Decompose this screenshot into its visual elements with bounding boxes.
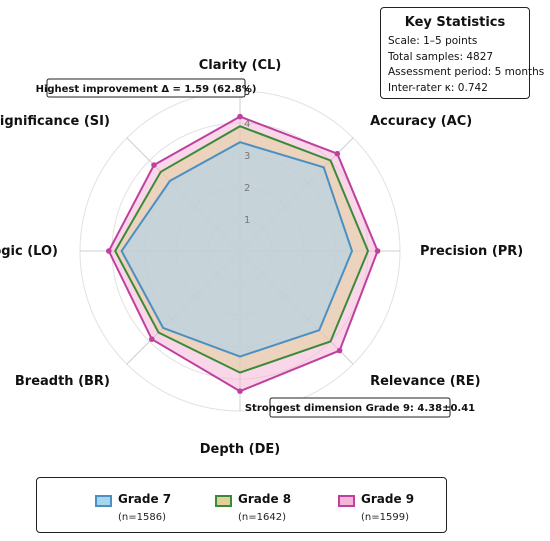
point-grade9 xyxy=(336,347,343,354)
annotation-strongest: Strongest dimension Grade 9: 4.38±0.41 xyxy=(245,397,475,418)
legend-label-grade7: Grade 7 xyxy=(118,492,172,506)
annotation-improvement-text: Highest improvement Δ = 1.59 (62.8%) xyxy=(36,84,257,95)
stat-assessment-period: Assessment period: 5 months xyxy=(388,66,545,78)
key-statistics-box: Key Statistics Scale: 1–5 points Total s… xyxy=(380,7,545,99)
axis-label: Precision (PR) xyxy=(420,244,523,259)
axis-label: Accuracy (AC) xyxy=(370,114,472,129)
legend-label-grade8: Grade 8 xyxy=(238,492,292,506)
axis-label: Depth (DE) xyxy=(200,442,280,457)
axis-label: Relevance (RE) xyxy=(370,374,480,389)
legend-swatch-grade9 xyxy=(338,495,355,507)
axis-labels: Clarity (CL) Accuracy (AC) Precision (PR) R… xyxy=(0,58,523,457)
stat-total-samples: Total samples: 4827 xyxy=(388,50,494,63)
legend-swatch-grade8 xyxy=(215,495,232,507)
point-grade9 xyxy=(237,113,243,120)
point-grade9 xyxy=(106,248,112,254)
legend-n-grade8: (n=1642) xyxy=(238,512,286,523)
annotation-improvement: Highest improvement Δ = 1.59 (62.8%) xyxy=(36,78,257,98)
key-statistics-title: Key Statistics xyxy=(404,15,506,30)
annotation-strongest-text: Strongest dimension Grade 9: 4.38±0.41 xyxy=(245,403,475,414)
radial-tick-label: 3 xyxy=(244,151,250,162)
point-grade9 xyxy=(237,388,243,395)
axis-label: Logic (LO) xyxy=(0,244,58,259)
stat-inter-rater: Inter-rater κ: 0.742 xyxy=(388,81,488,94)
axis-label: Breadth (BR) xyxy=(15,374,110,389)
radial-ticks: 1 2 3 4 5 xyxy=(244,87,250,226)
series-area-grade7 xyxy=(120,141,354,358)
radar-series xyxy=(106,113,381,395)
radial-tick-label: 2 xyxy=(244,183,250,194)
radial-tick-label: 1 xyxy=(244,215,250,226)
legend-swatch-grade7 xyxy=(95,495,112,507)
point-grade9 xyxy=(374,248,381,254)
point-grade9 xyxy=(334,150,341,157)
point-grade9 xyxy=(151,162,157,168)
radial-tick-label: 4 xyxy=(244,119,250,130)
legend: Grade 7 (n=1586) Grade 8 (n=1642) Grade … xyxy=(36,477,447,533)
axis-label: Clarity (CL) xyxy=(199,58,282,73)
legend-label-grade9: Grade 9 xyxy=(361,492,415,506)
stat-scale: Scale: 1–5 points xyxy=(388,35,478,47)
legend-n-grade7: (n=1586) xyxy=(118,512,166,523)
axis-label: Significance (SI) xyxy=(0,114,110,129)
point-grade9 xyxy=(149,336,155,343)
legend-n-grade9: (n=1599) xyxy=(361,512,409,523)
radial-tick-label: 5 xyxy=(244,87,250,98)
